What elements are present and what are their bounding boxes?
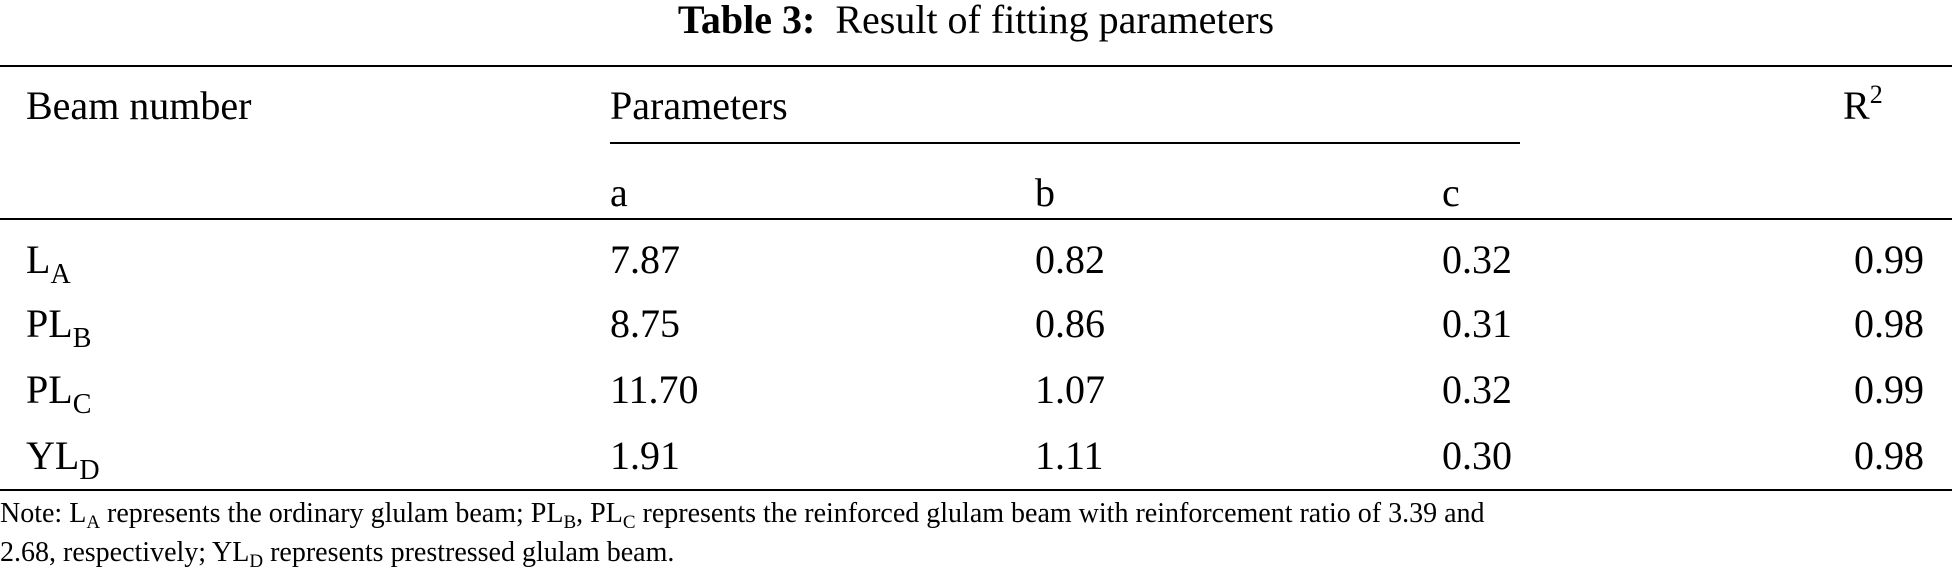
row-4-b: 1.11 xyxy=(1035,433,1104,478)
table-title: Result of fitting parameters xyxy=(835,0,1275,42)
row-1-beam: LA xyxy=(26,237,71,291)
row-1-a: 7.87 xyxy=(610,237,680,282)
row-4-a: 1.91 xyxy=(610,433,680,478)
header-a: a xyxy=(610,170,628,215)
row-2-r2: 0.98 xyxy=(1854,301,1924,346)
header-b: b xyxy=(1035,170,1055,215)
row-3-a: 11.70 xyxy=(610,367,699,412)
parameters-rule xyxy=(610,142,1520,144)
row-3-beam: PLC xyxy=(26,367,92,421)
header-bottom-rule xyxy=(0,218,1952,220)
row-4-beam: YLD xyxy=(26,433,100,487)
table-caption: Table 3: Result of fitting parameters xyxy=(0,0,1952,40)
row-2-b: 0.86 xyxy=(1035,301,1105,346)
row-2-a: 8.75 xyxy=(610,301,680,346)
row-4-r2: 0.98 xyxy=(1854,433,1924,478)
row-2-c: 0.31 xyxy=(1442,301,1512,346)
row-1-c: 0.32 xyxy=(1442,237,1512,282)
header-c: c xyxy=(1442,170,1460,215)
row-1-r2: 0.99 xyxy=(1854,237,1924,282)
header-r-squared: R2 xyxy=(1843,80,1883,128)
row-1-b: 0.82 xyxy=(1035,237,1105,282)
header-parameters: Parameters xyxy=(610,83,788,128)
row-3-c: 0.32 xyxy=(1442,367,1512,412)
header-beam-number: Beam number xyxy=(26,83,252,128)
table-note: Note: LA represents the ordinary glulam … xyxy=(0,498,1485,572)
row-2-beam: PLB xyxy=(26,301,92,355)
bottom-rule xyxy=(0,489,1952,491)
row-4-c: 0.30 xyxy=(1442,433,1512,478)
table-label: Table 3: xyxy=(677,0,816,42)
top-rule xyxy=(0,65,1952,67)
row-3-r2: 0.99 xyxy=(1854,367,1924,412)
row-3-b: 1.07 xyxy=(1035,367,1105,412)
